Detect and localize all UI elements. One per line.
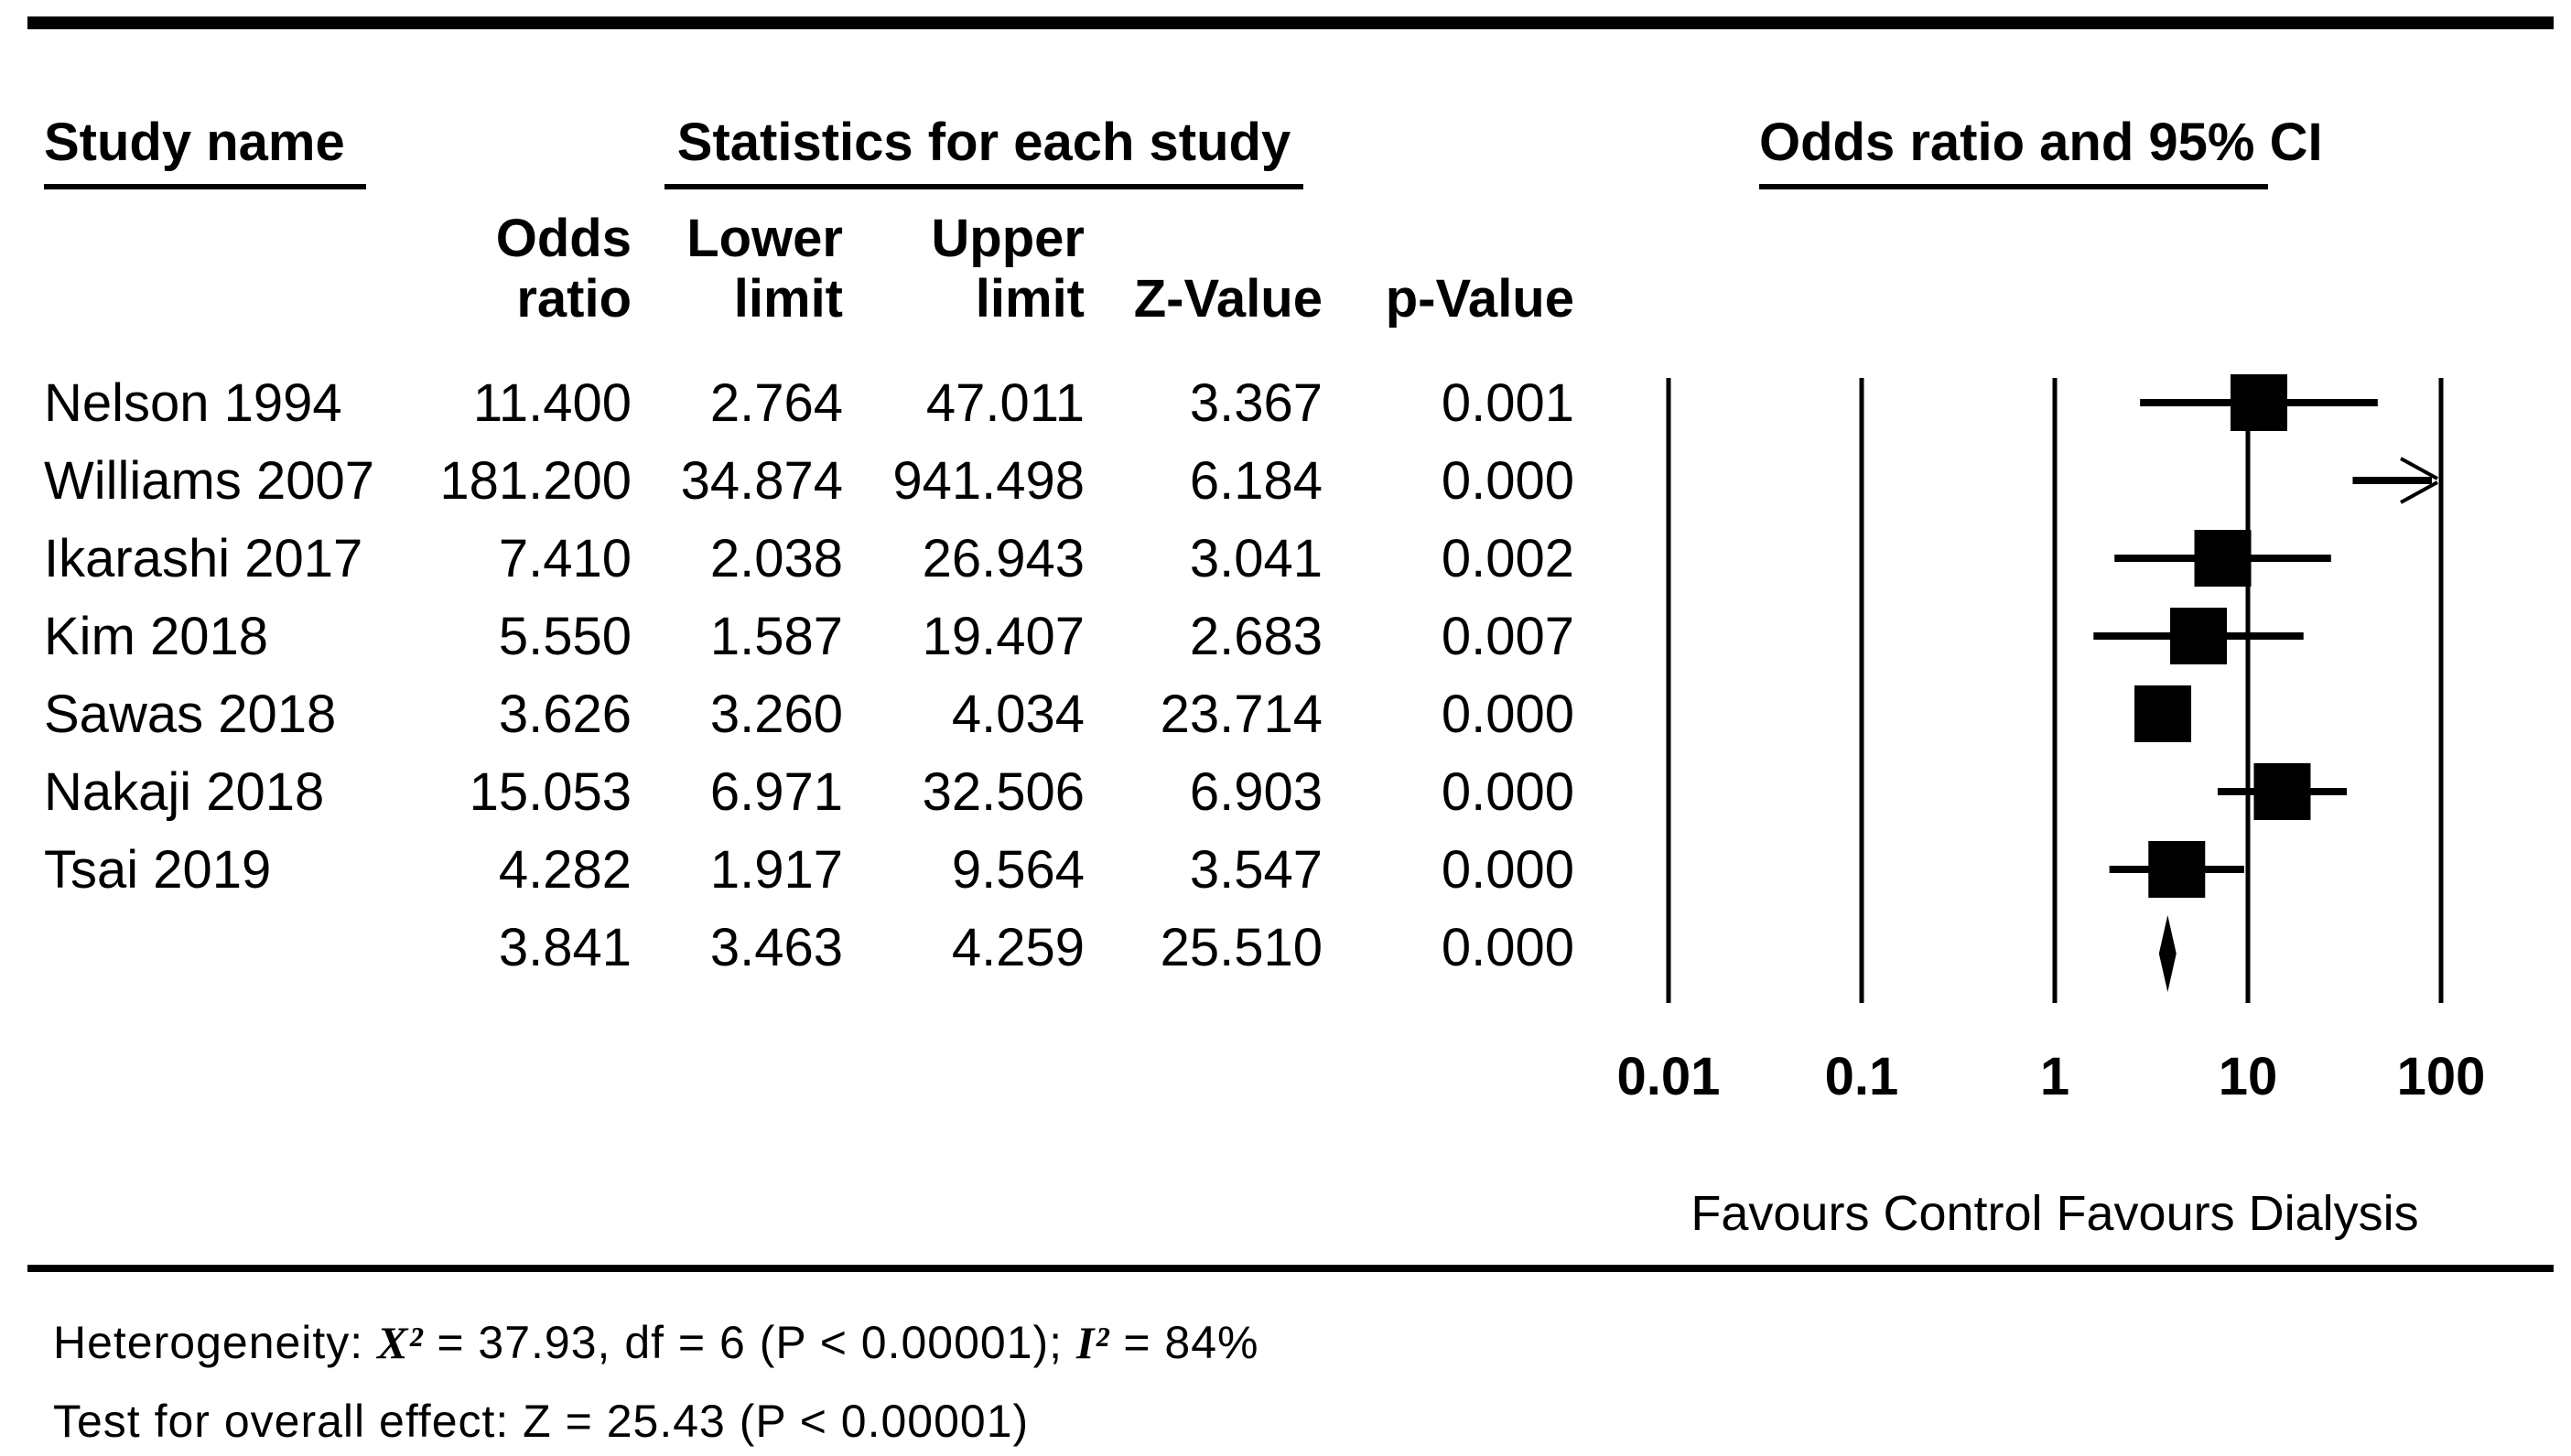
table-cell-lower-row-1: 34.874 <box>680 451 843 511</box>
table-cell-p-row-0: 0.001 <box>1441 373 1574 433</box>
table-cell-upper-row-5: 32.506 <box>922 762 1085 822</box>
axis-caption: Favours Control Favours Dialysis <box>1691 1186 2418 1241</box>
odds-ratio-square-0 <box>2231 374 2288 431</box>
table-cell-lower-row-5: 6.971 <box>709 762 843 822</box>
table-cell-lower-row-2: 2.038 <box>709 529 843 588</box>
table-cell-odds_ratio-row-6: 4.282 <box>498 840 632 900</box>
heterogeneity-end: = 84% <box>1109 1317 1259 1368</box>
study-name-header: Study name <box>44 112 366 189</box>
heterogeneity-mid: = 37.93, df = 6 (P < 0.00001); <box>423 1317 1076 1368</box>
table-cell-z-row-3: 2.683 <box>1189 607 1323 666</box>
table-cell-odds_ratio-row-4: 3.626 <box>498 685 632 744</box>
study-label-row-1: Williams 2007 <box>44 451 374 511</box>
table-cell-upper-row-0: 47.011 <box>925 373 1085 433</box>
table-cell-p-row-7: 0.000 <box>1441 918 1574 977</box>
table-cell-p-row-4: 0.000 <box>1441 685 1574 744</box>
arrow-head-lower-1 <box>2400 480 2438 504</box>
x-tick-label-10: 10 <box>2219 1047 2278 1106</box>
x-tick-label-0.1: 0.1 <box>1825 1047 1899 1106</box>
table-cell-upper-row-1: 941.498 <box>892 451 1085 511</box>
study-label-row-4: Sawas 2018 <box>44 685 337 744</box>
table-cell-z-row-4: 23.714 <box>1160 685 1323 744</box>
table-cell-odds_ratio-row-0: 11.400 <box>472 373 632 433</box>
odds-ratio-square-3 <box>2170 608 2228 664</box>
overall-diamond <box>2158 915 2177 992</box>
table-cell-z-row-1: 6.184 <box>1189 451 1323 511</box>
table-cell-z-row-6: 3.547 <box>1189 840 1323 900</box>
x-tick-label-1: 1 <box>2040 1047 2069 1106</box>
study-label-row-6: Tsai 2019 <box>44 840 272 900</box>
odds-ratio-square-5 <box>2253 763 2311 820</box>
table-cell-upper-row-2: 26.943 <box>922 529 1085 588</box>
x-tick-label-0.01: 0.01 <box>1617 1047 1721 1106</box>
study-label-row-0: Nelson 1994 <box>44 373 342 433</box>
table-cell-p-row-5: 0.000 <box>1441 762 1574 822</box>
odds-ratio-square-6 <box>2148 841 2206 898</box>
table-cell-lower-row-4: 3.260 <box>709 685 843 744</box>
table-cell-odds_ratio-row-5: 15.053 <box>469 762 632 822</box>
study-label-row-5: Nakaji 2018 <box>44 762 325 822</box>
odds-ratio-square-2 <box>2194 530 2252 587</box>
table-cell-z-row-7: 25.510 <box>1160 918 1323 977</box>
study-label-row-2: Ikarashi 2017 <box>44 529 363 588</box>
chi-squared-symbol: X² <box>377 1317 424 1368</box>
table-cell-odds_ratio-row-3: 5.550 <box>498 607 632 666</box>
table-cell-z-row-0: 3.367 <box>1189 373 1323 433</box>
odds-ratio-ci-header: Odds ratio and 95% CI <box>1759 112 2323 189</box>
table-cell-lower-row-3: 1.587 <box>709 607 843 666</box>
statistics-header: Statistics for each study <box>664 112 1303 189</box>
column-header-lower-limit: Lower limit <box>686 209 843 329</box>
heterogeneity-text: Heterogeneity: X² = 37.93, df = 6 (P < 0… <box>53 1316 1258 1369</box>
column-header-upper-limit: Upper limit <box>931 209 1085 329</box>
heterogeneity-prefix: Heterogeneity: <box>53 1317 378 1368</box>
i-squared-symbol: I² <box>1075 1317 1110 1368</box>
table-cell-p-row-6: 0.000 <box>1441 840 1574 900</box>
table-cell-odds_ratio-row-7: 3.841 <box>498 918 632 977</box>
table-cell-p-row-3: 0.007 <box>1441 607 1574 666</box>
bottom-divider <box>27 1265 2554 1272</box>
column-header-p-value: p-Value <box>1385 269 1574 329</box>
table-cell-upper-row-7: 4.259 <box>951 918 1085 977</box>
table-cell-upper-row-3: 19.407 <box>922 607 1085 666</box>
column-header-odds-ratio: Odds ratio <box>495 209 632 329</box>
table-cell-lower-row-7: 3.463 <box>709 918 843 977</box>
table-cell-odds_ratio-row-1: 181.200 <box>439 451 632 511</box>
table-cell-odds_ratio-row-2: 7.410 <box>498 529 632 588</box>
table-cell-p-row-2: 0.002 <box>1441 529 1574 588</box>
study-label-row-3: Kim 2018 <box>44 607 269 666</box>
table-cell-z-row-5: 6.903 <box>1189 762 1323 822</box>
table-cell-lower-row-0: 2.764 <box>709 373 843 433</box>
odds-ratio-square-4 <box>2134 685 2192 742</box>
column-header-z-value: Z-Value <box>1133 269 1323 329</box>
table-cell-upper-row-6: 9.564 <box>951 840 1085 900</box>
arrow-head-upper-1 <box>2400 457 2438 480</box>
top-divider <box>27 16 2554 29</box>
table-cell-p-row-1: 0.000 <box>1441 451 1574 511</box>
table-cell-upper-row-4: 4.034 <box>951 685 1085 744</box>
overall-effect-text: Test for overall effect: Z = 25.43 (P < … <box>53 1396 1030 1447</box>
table-cell-lower-row-6: 1.917 <box>709 840 843 900</box>
table-cell-z-row-2: 3.041 <box>1189 529 1323 588</box>
x-tick-label-100: 100 <box>2397 1047 2486 1106</box>
